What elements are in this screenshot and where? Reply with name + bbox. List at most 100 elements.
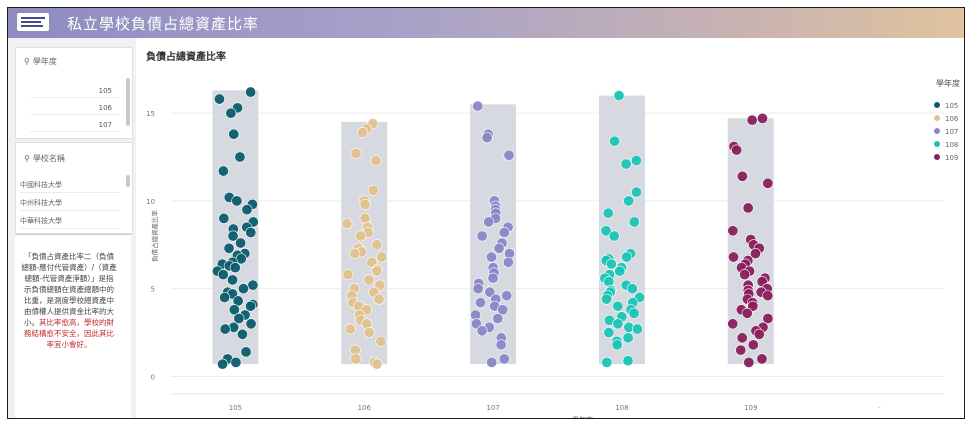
- filter-school-option[interactable]: 中州科技大學: [20, 196, 120, 211]
- data-point[interactable]: [484, 286, 496, 298]
- data-point[interactable]: [746, 114, 758, 126]
- data-point[interactable]: [605, 258, 617, 270]
- data-point[interactable]: [344, 323, 356, 335]
- data-point[interactable]: [614, 265, 626, 277]
- data-point[interactable]: [620, 158, 632, 170]
- data-point[interactable]: [245, 226, 257, 238]
- data-point[interactable]: [231, 195, 243, 207]
- data-point[interactable]: [237, 283, 249, 295]
- filter-year-option[interactable]: 107: [30, 118, 120, 132]
- data-point[interactable]: [611, 339, 623, 351]
- data-point[interactable]: [229, 262, 241, 274]
- data-point[interactable]: [756, 112, 768, 124]
- data-point[interactable]: [602, 207, 614, 219]
- data-point[interactable]: [762, 290, 774, 302]
- data-point[interactable]: [612, 318, 624, 330]
- data-point[interactable]: [628, 307, 640, 319]
- data-point[interactable]: [370, 155, 382, 167]
- filter-school-option[interactable]: 中華科技大學: [20, 214, 120, 229]
- data-point[interactable]: [350, 353, 362, 365]
- data-point[interactable]: [727, 251, 739, 263]
- data-point[interactable]: [631, 186, 643, 198]
- data-point[interactable]: [245, 86, 257, 98]
- data-point[interactable]: [503, 149, 515, 161]
- data-point[interactable]: [217, 358, 229, 370]
- data-point[interactable]: [749, 248, 761, 260]
- data-point[interactable]: [735, 344, 747, 356]
- data-point[interactable]: [630, 155, 642, 167]
- data-point[interactable]: [371, 265, 383, 277]
- data-point[interactable]: [374, 279, 386, 291]
- data-point[interactable]: [736, 170, 748, 182]
- data-point[interactable]: [623, 195, 635, 207]
- data-point[interactable]: [241, 204, 253, 216]
- data-point[interactable]: [472, 283, 484, 295]
- data-point[interactable]: [741, 307, 753, 319]
- data-point[interactable]: [486, 356, 498, 368]
- data-point[interactable]: [600, 225, 612, 237]
- data-point[interactable]: [245, 300, 257, 312]
- scrollbar[interactable]: [126, 78, 130, 126]
- data-point[interactable]: [217, 165, 229, 177]
- data-point[interactable]: [487, 272, 499, 284]
- data-point[interactable]: [371, 358, 383, 370]
- data-point[interactable]: [502, 256, 514, 268]
- data-point[interactable]: [485, 251, 497, 263]
- data-point[interactable]: [727, 318, 739, 330]
- data-point[interactable]: [612, 300, 624, 312]
- data-point[interactable]: [481, 132, 493, 144]
- data-point[interactable]: [227, 230, 239, 242]
- data-point[interactable]: [349, 248, 361, 260]
- data-point[interactable]: [742, 202, 754, 214]
- filter-year-option[interactable]: 106: [30, 101, 120, 115]
- data-point[interactable]: [498, 226, 510, 238]
- data-point[interactable]: [350, 147, 362, 159]
- data-point[interactable]: [501, 290, 513, 302]
- data-point[interactable]: [236, 328, 248, 340]
- data-point[interactable]: [731, 144, 743, 156]
- data-point[interactable]: [228, 128, 240, 140]
- data-point[interactable]: [373, 293, 385, 305]
- scrollbar[interactable]: [126, 175, 130, 187]
- data-point[interactable]: [762, 313, 774, 325]
- data-point[interactable]: [476, 325, 488, 337]
- data-point[interactable]: [223, 242, 235, 254]
- data-point[interactable]: [621, 251, 633, 263]
- data-point[interactable]: [492, 313, 504, 325]
- data-point[interactable]: [355, 230, 367, 242]
- data-point[interactable]: [622, 332, 634, 344]
- data-point[interactable]: [631, 323, 643, 335]
- data-point[interactable]: [736, 332, 748, 344]
- data-point[interactable]: [371, 239, 383, 251]
- data-point[interactable]: [357, 126, 369, 138]
- data-point[interactable]: [219, 291, 231, 303]
- filter-year-option[interactable]: 105: [30, 84, 120, 98]
- data-point[interactable]: [213, 93, 225, 105]
- data-point[interactable]: [601, 293, 613, 305]
- data-point[interactable]: [608, 230, 620, 242]
- data-point[interactable]: [472, 100, 484, 112]
- data-point[interactable]: [247, 279, 259, 291]
- data-point[interactable]: [227, 274, 239, 286]
- data-point[interactable]: [753, 328, 765, 340]
- data-point[interactable]: [626, 283, 638, 295]
- data-point[interactable]: [363, 327, 375, 339]
- data-point[interactable]: [756, 353, 768, 365]
- data-point[interactable]: [727, 225, 739, 237]
- data-point[interactable]: [483, 216, 495, 228]
- data-point[interactable]: [609, 135, 621, 147]
- data-point[interactable]: [601, 356, 613, 368]
- data-point[interactable]: [762, 177, 774, 189]
- data-point[interactable]: [219, 323, 231, 335]
- data-point[interactable]: [233, 313, 245, 325]
- data-point[interactable]: [743, 356, 755, 368]
- data-point[interactable]: [228, 304, 240, 316]
- data-point[interactable]: [342, 269, 354, 281]
- data-point[interactable]: [739, 269, 751, 281]
- data-point[interactable]: [235, 237, 247, 249]
- data-point[interactable]: [495, 339, 507, 351]
- data-point[interactable]: [628, 216, 640, 228]
- data-point[interactable]: [245, 318, 257, 330]
- data-point[interactable]: [747, 339, 759, 351]
- data-point[interactable]: [603, 327, 615, 339]
